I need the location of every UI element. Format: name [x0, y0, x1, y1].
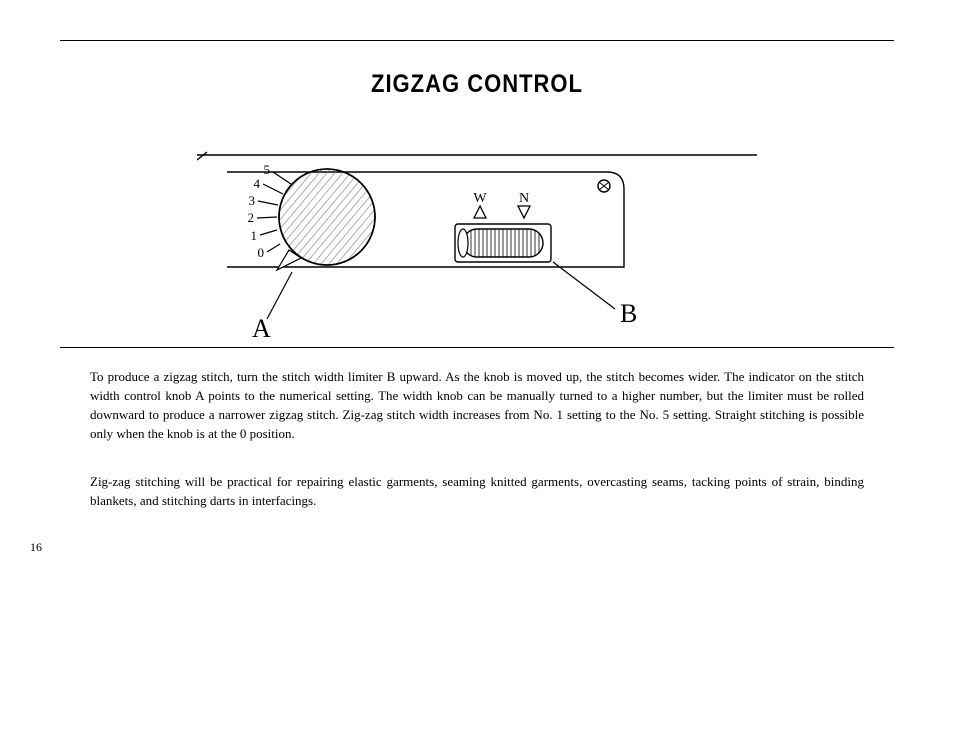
scale-5: 5: [264, 162, 271, 177]
label-a: A: [252, 314, 271, 342]
scale-0: 0: [258, 245, 265, 260]
scale-2: 2: [248, 210, 255, 225]
label-n: N: [519, 191, 529, 206]
page-title: ZIGZAG CONTROL: [60, 69, 894, 99]
figure-divider: [60, 347, 894, 348]
scale-3: 3: [249, 193, 256, 208]
top-rule: [60, 40, 894, 41]
page-number: 16: [30, 540, 42, 555]
page-root: ZIGZAG CONTROL: [0, 0, 954, 750]
stitch-width-limiter-b: W N: [455, 191, 615, 309]
figure-zigzag-control: 0 1 2 3 4 5 A: [60, 122, 894, 347]
stitch-width-knob-a: 0 1 2 3 4 5: [248, 162, 376, 319]
scale-4: 4: [254, 176, 261, 191]
scale-1: 1: [251, 228, 258, 243]
label-b: B: [620, 299, 637, 328]
body-paragraph-1: To produce a zigzag stitch, turn the sti…: [90, 368, 864, 443]
zigzag-diagram-svg: 0 1 2 3 4 5 A: [197, 122, 757, 342]
label-w: W: [473, 191, 487, 206]
body-paragraph-2: Zig-zag stitching will be practical for …: [90, 473, 864, 511]
